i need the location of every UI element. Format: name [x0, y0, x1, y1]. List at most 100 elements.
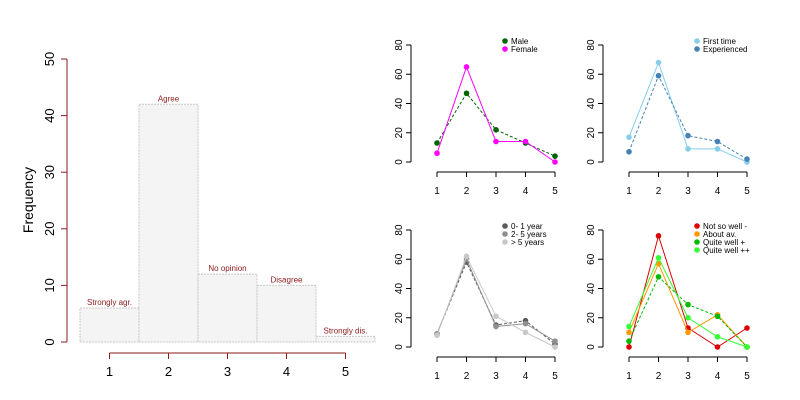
y-tick-label: 80 — [586, 224, 597, 236]
bar — [138, 103, 199, 343]
data-point — [714, 344, 721, 350]
legend-marker — [694, 38, 700, 44]
x-tick-label: 1 — [434, 371, 440, 382]
bar-label: No opinion — [208, 264, 246, 273]
y-tick-label: 20 — [394, 312, 405, 324]
legend-label: 2- 5 years — [511, 230, 547, 239]
y-tick-label: 0 — [394, 159, 405, 165]
y-tick-label: 60 — [394, 68, 405, 80]
data-point — [685, 146, 691, 152]
y-axis-label: Frequency — [20, 167, 36, 233]
legend-label: Quite well ++ — [703, 246, 750, 255]
legend-label: Male — [511, 37, 529, 46]
legend-marker — [694, 223, 700, 229]
legend-marker — [694, 247, 700, 253]
legend-label: First time — [703, 37, 736, 46]
bar — [197, 273, 258, 343]
x-tick-label: 5 — [342, 364, 349, 379]
data-point — [552, 338, 558, 344]
x-tick-label: 3 — [493, 186, 499, 197]
x-tick-label: 2 — [464, 186, 470, 197]
legend-label: Female — [511, 45, 538, 54]
legend-marker — [502, 223, 508, 229]
legend-marker — [502, 231, 508, 237]
y-tick-label: 20 — [586, 127, 597, 139]
x-tick-label: 3 — [685, 186, 691, 197]
series-line — [436, 255, 556, 348]
legend-marker — [502, 46, 508, 52]
bar-chart-frequency: Frequency 0 10 20 30 40 50 Strongly agr. Agree N… — [20, 52, 376, 379]
y-tick-label: 80 — [394, 224, 405, 236]
x-tick-label: 1 — [434, 186, 440, 197]
x-tick-label: 2 — [464, 371, 470, 382]
x-tick-label: 2 — [165, 364, 172, 379]
data-point — [685, 301, 691, 308]
y-tick-label: 20 — [42, 222, 57, 236]
x-tick-label: 3 — [493, 371, 499, 382]
y-tick-label: 0 — [586, 344, 597, 350]
y-tick-label: 40 — [394, 283, 405, 295]
data-point — [655, 59, 662, 66]
data-point — [552, 159, 558, 165]
data-point — [626, 148, 632, 155]
data-point — [626, 329, 632, 336]
bar-label: Strongly agr. — [87, 298, 132, 307]
y-tick-label: 40 — [394, 98, 405, 110]
data-point — [434, 332, 440, 339]
data-point — [434, 140, 440, 146]
legend-marker — [502, 239, 508, 245]
bar — [315, 335, 376, 343]
y-tick-label: 80 — [394, 39, 405, 51]
data-point — [493, 313, 499, 320]
y-tick-label: 40 — [586, 98, 597, 110]
data-point — [655, 274, 662, 280]
y-tick-label: 0 — [586, 159, 597, 165]
data-point — [714, 146, 721, 152]
x-tick-label: 3 — [685, 371, 691, 382]
data-point — [522, 329, 529, 336]
y-tick-label: 50 — [42, 52, 57, 66]
x-tick-label: 2 — [656, 371, 662, 382]
x-tick-label: 1 — [626, 186, 632, 197]
data-point — [463, 253, 470, 260]
x-tick-label: 5 — [552, 371, 558, 382]
data-point — [434, 150, 440, 157]
y-tick-label: 40 — [586, 283, 597, 295]
data-point — [493, 138, 499, 145]
data-point — [655, 72, 662, 79]
data-point — [685, 314, 691, 321]
data-point — [655, 233, 662, 239]
series-line — [436, 260, 556, 345]
series-line — [628, 275, 748, 348]
x-tick-label: 3 — [224, 364, 231, 379]
y-tick-label: 60 — [394, 253, 405, 265]
legend-label: > 5 years — [511, 238, 544, 247]
y-tick-label: 30 — [42, 165, 57, 179]
y-tick-label: 60 — [586, 253, 597, 265]
x-tick-label: 1 — [626, 371, 632, 382]
x-tick-label: 4 — [715, 371, 721, 382]
data-point — [685, 132, 691, 139]
data-point — [626, 134, 632, 140]
x-tick-label: 4 — [523, 186, 529, 197]
legend-label: Quite well + — [703, 238, 745, 247]
data-point — [626, 338, 632, 344]
data-point — [744, 344, 750, 350]
data-point — [552, 153, 558, 159]
legend-marker — [502, 38, 508, 44]
y-tick-label: 20 — [586, 312, 597, 324]
y-tick-label: 60 — [586, 68, 597, 80]
bar — [256, 284, 317, 343]
data-point — [744, 325, 750, 331]
series-line — [436, 65, 556, 163]
data-point — [714, 138, 721, 145]
data-point — [714, 313, 721, 320]
data-point — [552, 344, 558, 350]
legend-label: About av. — [703, 230, 736, 239]
y-tick-label: 20 — [394, 127, 405, 139]
legend-label: Experienced — [703, 45, 747, 54]
legend-marker — [694, 239, 700, 245]
